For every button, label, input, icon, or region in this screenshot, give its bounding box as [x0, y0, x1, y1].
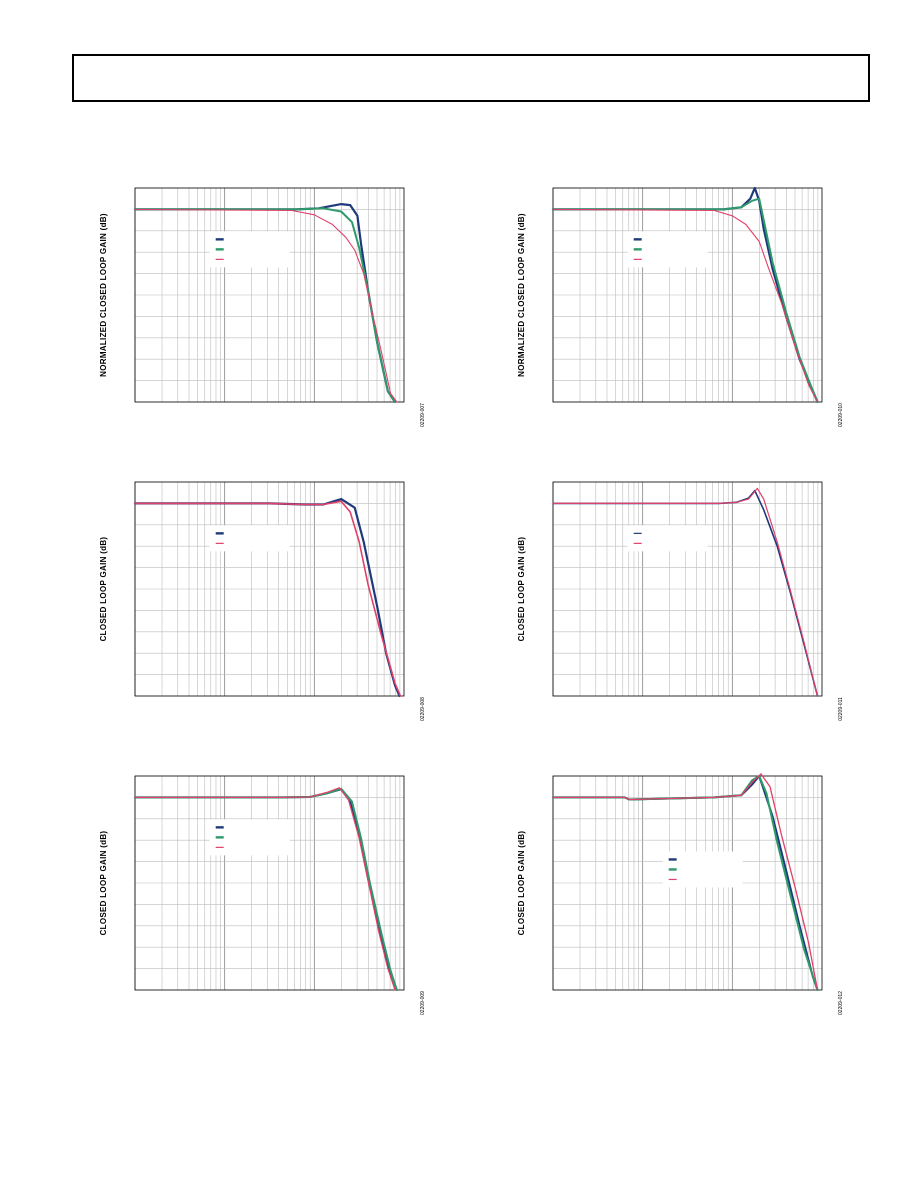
plot-frame [552, 775, 823, 991]
chart-6-ylabel: CLOSED LOOP GAIN (dB) [517, 830, 526, 936]
chart-3 [133, 481, 405, 698]
chart-5-figure-code: 02209-009 [420, 991, 426, 1015]
chart-3-ylabel: CLOSED LOOP GAIN (dB) [99, 536, 108, 642]
page-header-box [72, 54, 870, 102]
chart-2 [551, 186, 823, 404]
series-line-2 [134, 500, 402, 697]
plot-frame [552, 481, 823, 697]
plot-frame [134, 775, 405, 991]
series-line-3 [552, 773, 819, 991]
plot-frame [134, 187, 405, 403]
legend-box [627, 525, 708, 552]
chart-4-ylabel: CLOSED LOOP GAIN (dB) [517, 536, 526, 642]
chart-2-ylabel: NORMALIZED CLOSED LOOP GAIN (dB) [517, 213, 526, 377]
series-line-2 [552, 487, 819, 697]
chart-1-ylabel: NORMALIZED CLOSED LOOP GAIN (dB) [99, 213, 108, 377]
chart-5-ylabel: CLOSED LOOP GAIN (dB) [99, 830, 108, 936]
series-line-3 [134, 787, 396, 991]
series-line-3 [552, 208, 819, 403]
chart-6-figure-code: 02209-012 [838, 991, 844, 1015]
plot-frame [552, 187, 823, 403]
series-line-2 [134, 207, 396, 403]
chart-4-figure-code: 02209-011 [838, 697, 844, 721]
legend-box [209, 525, 290, 552]
chart-2-figure-code: 02209-010 [838, 403, 844, 427]
plot-frame [134, 481, 405, 697]
chart-1 [133, 187, 405, 404]
series-line-3 [134, 208, 398, 403]
chart-4 [552, 481, 823, 697]
series-line-2 [552, 197, 819, 403]
chart-5 [134, 775, 405, 991]
chart-6 [552, 773, 823, 991]
chart-1-figure-code: 02209-007 [420, 403, 426, 427]
chart-3-figure-code: 02209-008 [420, 697, 426, 721]
